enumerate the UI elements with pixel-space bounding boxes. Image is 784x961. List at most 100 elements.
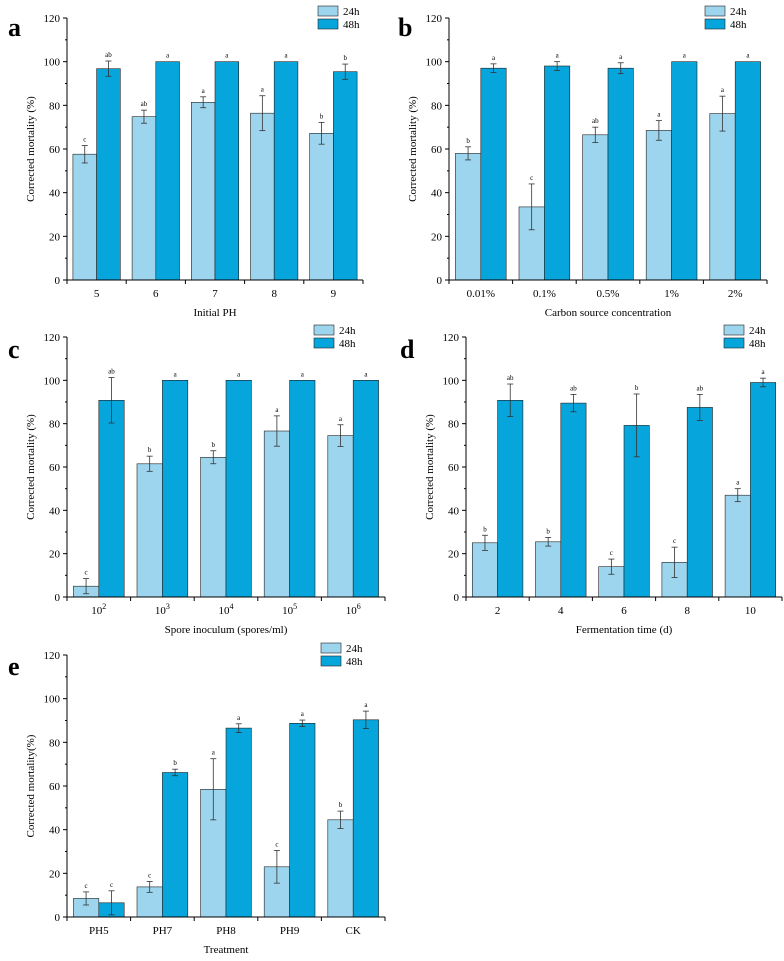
x-tick-label: 102 [91, 602, 106, 617]
bar-48h-1 [162, 772, 189, 918]
significance-label: c [610, 549, 613, 557]
significance-label: ab [108, 368, 115, 376]
x-tick-label: PH8 [216, 925, 236, 937]
y-tick-label: 60 [49, 462, 61, 474]
y-axis-title: Corrected mortality (%) [25, 96, 37, 202]
y-tick-label: 120 [44, 13, 61, 25]
y-tick-label: 120 [44, 332, 61, 344]
bar-48h-1 [560, 402, 587, 598]
significance-label: c [110, 881, 113, 889]
x-tick-label: 10 [745, 605, 757, 617]
bar-48h-3 [671, 61, 698, 281]
bar-48h-1 [155, 61, 180, 281]
x-tick-label: PH9 [280, 925, 300, 937]
bar-48h-0 [98, 399, 125, 598]
y-tick-label: 0 [55, 912, 61, 924]
significance-label: a [736, 479, 740, 487]
y-tick-label: 40 [448, 505, 460, 517]
y-tick-label: 60 [431, 144, 443, 156]
bar-24h-2 [191, 102, 216, 281]
x-tick-exponent: 6 [357, 602, 361, 611]
y-tick-label: 100 [426, 57, 443, 69]
y-tick-label: 120 [443, 332, 460, 344]
bar-48h-4 [333, 71, 358, 281]
y-tick-label: 120 [426, 13, 443, 25]
y-tick-label: 100 [443, 375, 460, 387]
x-tick-label: 2% [728, 288, 743, 300]
y-tick-label: 100 [44, 694, 61, 706]
significance-label: b [212, 441, 216, 449]
significance-label: a [721, 86, 725, 94]
legend-label: 24h [339, 325, 356, 337]
significance-label: ab [507, 374, 514, 382]
x-tick-label: 103 [155, 602, 170, 617]
y-tick-label: 80 [49, 419, 61, 431]
x-tick-label: CK [346, 925, 361, 937]
y-tick-label: 40 [49, 188, 61, 200]
significance-label: b [339, 801, 343, 809]
x-tick-label: 5 [94, 288, 100, 300]
significance-label: a [556, 52, 560, 60]
y-tick-label: 80 [448, 419, 460, 431]
bar-48h-2 [607, 67, 634, 281]
significance-label: a [339, 415, 343, 423]
x-tick-label: 9 [331, 288, 337, 300]
legend-swatch-24h [704, 5, 726, 17]
x-tick-exponent: 4 [230, 602, 234, 611]
x-tick-exponent: 2 [102, 602, 106, 611]
x-axis-title: Fermentation time (d) [576, 624, 673, 636]
significance-label: c [83, 136, 86, 144]
y-tick-label: 40 [49, 505, 61, 517]
significance-label: a [619, 53, 623, 61]
y-tick-label: 80 [49, 100, 61, 112]
significance-label: a [364, 701, 368, 709]
significance-label: ab [570, 384, 577, 392]
chart-panel-e: e c c a c b c b a a a 0 20 40 60 80 100 120 PH5 PH7 PH8 PH9 CK… [8, 642, 386, 956]
x-tick-exponent: 5 [293, 602, 297, 611]
chart-panel-b: b b c ab a a a a a a a 0 20 40 60 80 100 120 0.01% 0.1% 0.5%… [398, 5, 768, 319]
legend-label: 48h [339, 338, 356, 350]
x-tick-label: 6 [153, 288, 159, 300]
significance-label: a [657, 111, 661, 119]
bar-48h-0 [480, 67, 507, 281]
y-axis-title: Corrected mortality(%) [25, 734, 37, 837]
y-tick-label: 0 [55, 275, 61, 287]
y-tick-label: 20 [431, 231, 443, 243]
significance-label: a [166, 52, 170, 60]
x-axis-title: Spore inoculum (spores/ml) [165, 624, 288, 636]
x-tick-label: 0.1% [533, 288, 556, 300]
x-tick-label: 8 [271, 288, 277, 300]
significance-label: a [746, 52, 750, 60]
y-tick-label: 80 [49, 737, 61, 749]
legend-label: 24h [346, 643, 363, 655]
significance-label: a [301, 370, 305, 378]
legend-label: 24h [749, 325, 766, 337]
x-tick-label: PH7 [153, 925, 173, 937]
x-tick-exponent: 3 [166, 602, 170, 611]
bar-24h-0 [455, 153, 482, 281]
x-tick-label: 4 [558, 605, 564, 617]
x-tick-label: 2 [495, 605, 501, 617]
significance-label: a [202, 87, 206, 95]
bar-48h-3 [273, 61, 299, 281]
panel-label: b [398, 13, 412, 42]
bar-24h-4 [724, 494, 751, 598]
x-tick-label: 7 [212, 288, 218, 300]
significance-label: b [320, 112, 324, 120]
y-tick-label: 0 [55, 592, 61, 604]
significance-label: c [85, 882, 88, 890]
y-tick-label: 100 [44, 375, 61, 387]
bar-48h-4 [734, 61, 761, 281]
legend-swatch-48h [723, 337, 745, 349]
significance-label: a [225, 52, 229, 60]
significance-label: a [275, 406, 279, 414]
bar-24h-2 [582, 134, 609, 281]
legend-label: 48h [346, 656, 363, 668]
significance-label: a [237, 370, 241, 378]
significance-label: a [212, 749, 216, 757]
